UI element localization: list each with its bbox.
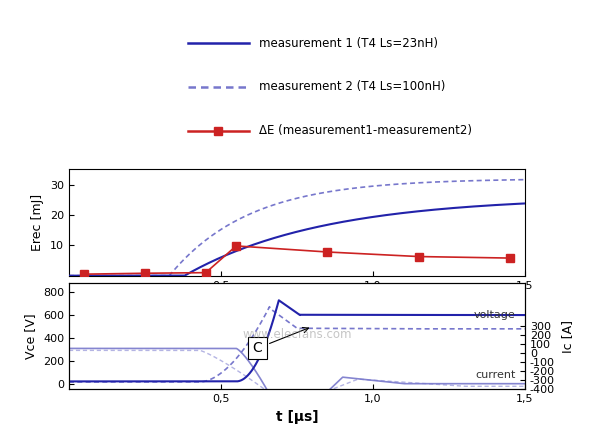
Text: C: C [253, 327, 308, 355]
Text: ΔE (measurement1-measurement2): ΔE (measurement1-measurement2) [259, 124, 472, 137]
Y-axis label: Vce [V]: Vce [V] [25, 313, 37, 359]
Y-axis label: Erec [mJ]: Erec [mJ] [31, 194, 44, 251]
X-axis label: t [μs]: t [μs] [275, 410, 319, 424]
Text: current: current [476, 370, 516, 380]
Text: measurement 2 (T4 Ls=100nH): measurement 2 (T4 Ls=100nH) [259, 81, 445, 93]
Y-axis label: Ic [A]: Ic [A] [560, 320, 574, 353]
Text: voltage: voltage [474, 310, 516, 320]
Text: www.elecfans.com: www.elecfans.com [242, 328, 352, 341]
Text: measurement 1 (T4 Ls=23nH): measurement 1 (T4 Ls=23nH) [259, 37, 438, 50]
